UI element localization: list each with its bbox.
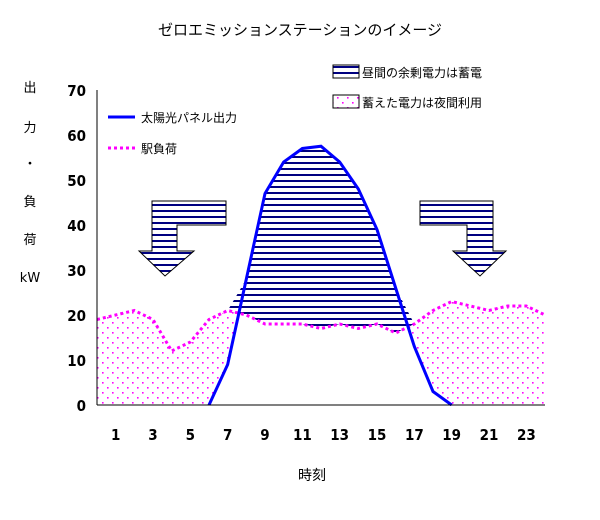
legend-storage: 昼間の余剰電力は蓄電 蓄えた電力は夜間利用 — [332, 64, 482, 110]
y-axis-label-char: 出 — [23, 81, 36, 96]
y-tick-label: 60 — [67, 127, 86, 145]
arrow-storing-icon — [137, 200, 227, 277]
x-tick-label: 9 — [260, 426, 269, 444]
x-tick-label: 3 — [148, 426, 157, 444]
legend-dots-swatch — [332, 94, 360, 109]
y-axis-label-char: ・ — [23, 157, 36, 172]
x-tick-label: 23 — [517, 426, 536, 444]
legend-used-label: 蓄えた電力は夜間利用 — [362, 95, 482, 110]
axes — [96, 90, 545, 406]
x-tick-label: 13 — [330, 426, 349, 444]
legend-stored-label: 昼間の余剰電力は蓄電 — [362, 65, 482, 80]
chart-title: ゼロエミッションステーションのイメージ — [158, 21, 442, 39]
y-axis-label-char: 力 — [23, 121, 36, 136]
x-axis-label: 時刻 — [298, 468, 326, 484]
x-tick-label: 19 — [442, 426, 461, 444]
y-axis-label-char: kW — [20, 271, 41, 286]
x-tick-label: 7 — [223, 426, 232, 444]
legend-solar-label: 太陽光パネル出力 — [141, 110, 237, 125]
y-tick-label: 10 — [67, 352, 86, 370]
x-tick-label: 21 — [480, 426, 499, 444]
legend-load-label: 駅負荷 — [141, 142, 177, 156]
legend-series: 太陽光パネル出力 駅負荷 — [108, 110, 237, 156]
solar-series-line — [207, 144, 453, 406]
y-tick-label: 50 — [67, 172, 86, 190]
x-tick-label: 17 — [405, 426, 424, 444]
y-axis-label-char: 荷 — [23, 233, 36, 248]
x-tick-label: 11 — [293, 426, 312, 444]
y-axis-label: 出 力 ・ 負 荷 kW — [20, 81, 41, 286]
y-axis-label-char: 負 — [23, 195, 36, 210]
x-tick-label: 15 — [368, 426, 387, 444]
y-tick-label: 0 — [77, 397, 86, 415]
y-tick-label: 70 — [67, 82, 86, 100]
y-tick-label: 30 — [67, 262, 86, 280]
x-tick-label: 1 — [111, 426, 120, 444]
legend-stripe-swatch — [332, 64, 360, 79]
y-tick-label: 20 — [67, 307, 86, 325]
arrow-night-use-icon — [419, 200, 508, 277]
surplus-area — [227, 146, 415, 333]
x-tick-label: 5 — [186, 426, 195, 444]
y-tick-label: 40 — [67, 217, 86, 235]
